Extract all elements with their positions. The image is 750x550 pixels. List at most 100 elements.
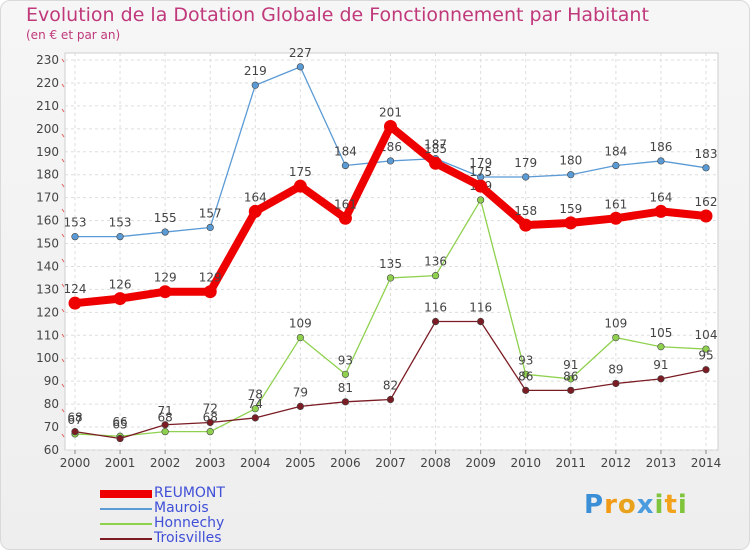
x-tick-label: 2008: [420, 456, 451, 470]
data-label-honnechy: 78: [248, 388, 263, 402]
x-tick-label: 2013: [646, 456, 677, 470]
point-maurois: [567, 171, 575, 179]
axis-mark: [61, 233, 65, 238]
data-label-troisvilles: 74: [248, 397, 263, 411]
data-label-troisvilles: 82: [383, 379, 398, 393]
data-label-maurois: 157: [199, 206, 222, 220]
point-reumont: [248, 204, 262, 218]
data-label-troisvilles: 116: [469, 301, 492, 315]
point-reumont: [338, 211, 352, 225]
logo-letter: r: [604, 490, 618, 520]
y-tick-label: 80: [44, 397, 59, 411]
data-label-maurois: 153: [109, 216, 132, 230]
point-troisvilles: [522, 386, 530, 394]
data-label-reumont: 162: [695, 195, 718, 209]
data-label-maurois: 227: [289, 46, 312, 60]
point-troisvilles: [341, 398, 350, 406]
data-label-honnechy: 109: [289, 317, 312, 331]
data-label-troisvilles: 68: [67, 411, 82, 425]
point-maurois: [522, 173, 530, 181]
data-label-honnechy: 109: [604, 317, 627, 331]
data-label-troisvilles: 91: [653, 358, 668, 372]
axis-mark: [61, 158, 65, 163]
logo-letter: o: [617, 490, 637, 520]
y-tick-label: 150: [36, 237, 59, 251]
logo-letter: i: [654, 490, 665, 520]
point-honnechy: [386, 274, 395, 282]
legend-label: Troisvilles: [154, 530, 222, 546]
logo-letter: x: [636, 490, 655, 520]
y-tick-label: 130: [36, 282, 59, 296]
point-maurois: [386, 157, 395, 165]
logo-letter: i: [677, 490, 688, 520]
point-maurois: [71, 233, 79, 241]
data-label-reumont: 124: [64, 282, 87, 296]
point-reumont: [609, 211, 623, 225]
data-label-troisvilles: 86: [518, 369, 533, 383]
y-tick-label: 180: [36, 168, 59, 182]
data-label-reumont: 175: [469, 165, 492, 179]
y-tick-label: 120: [36, 305, 59, 319]
data-label-honnechy: 67: [67, 413, 82, 427]
x-tick-label: 2000: [60, 456, 91, 470]
data-label-honnechy: 68: [158, 411, 173, 425]
axis-mark: [61, 283, 65, 288]
data-label-troisvilles: 71: [158, 404, 173, 418]
data-label-honnechy: 91: [563, 358, 578, 372]
legend-label: REUMONT: [154, 485, 225, 501]
data-label-troisvilles: 81: [338, 381, 353, 395]
point-honnechy: [702, 345, 710, 353]
point-troisvilles: [657, 375, 665, 383]
x-tick-label: 2011: [556, 456, 587, 470]
point-maurois: [116, 233, 124, 241]
point-honnechy: [251, 405, 259, 413]
data-label-honnechy: 66: [112, 415, 127, 429]
axis-mark: [61, 208, 65, 213]
data-label-honnechy: 93: [518, 353, 533, 367]
legend-label: Honnechy: [154, 515, 225, 531]
point-reumont: [654, 204, 668, 218]
data-label-reumont: 126: [109, 278, 132, 292]
data-label-reumont: 161: [604, 197, 627, 211]
data-label-maurois: 153: [64, 216, 87, 230]
logo-letter: P: [584, 490, 605, 520]
point-reumont: [68, 296, 82, 310]
x-tick-label: 2006: [330, 456, 361, 470]
x-tick-label: 2012: [601, 456, 632, 470]
data-label-maurois: 184: [604, 145, 627, 159]
data-label-reumont: 161: [334, 197, 357, 211]
y-tick-label: 60: [44, 443, 59, 457]
point-maurois: [657, 157, 665, 165]
x-tick-label: 2010: [510, 456, 541, 470]
point-troisvilles: [431, 317, 440, 326]
point-reumont: [699, 209, 713, 223]
y-tick-label: 230: [36, 53, 59, 67]
point-troisvilles: [386, 395, 395, 404]
point-honnechy: [477, 196, 485, 204]
legend-swatch: [100, 538, 152, 540]
point-reumont: [203, 285, 217, 299]
y-tick-label: 170: [36, 191, 59, 205]
data-label-troisvilles: 79: [293, 385, 308, 399]
point-maurois: [612, 161, 620, 170]
point-maurois: [702, 164, 710, 172]
y-tick-label: 210: [36, 99, 59, 113]
axis-mark: [61, 308, 65, 313]
point-maurois: [206, 223, 214, 232]
point-honnechy: [567, 375, 575, 383]
data-label-reumont: 159: [559, 202, 582, 216]
legend-swatch: [100, 508, 152, 510]
axis-mark: [61, 383, 65, 388]
data-label-reumont: 201: [379, 106, 402, 120]
axis-mark: [61, 83, 65, 88]
point-honnechy: [657, 343, 665, 351]
data-label-honnechy: 93: [338, 353, 353, 367]
axis-mark: [61, 108, 65, 113]
point-honnechy: [341, 370, 350, 378]
point-honnechy: [206, 428, 214, 436]
point-honnechy: [612, 333, 620, 342]
x-tick-label: 2001: [105, 456, 136, 470]
data-label-maurois: 179: [514, 156, 537, 170]
x-tick-label: 2002: [150, 456, 181, 470]
